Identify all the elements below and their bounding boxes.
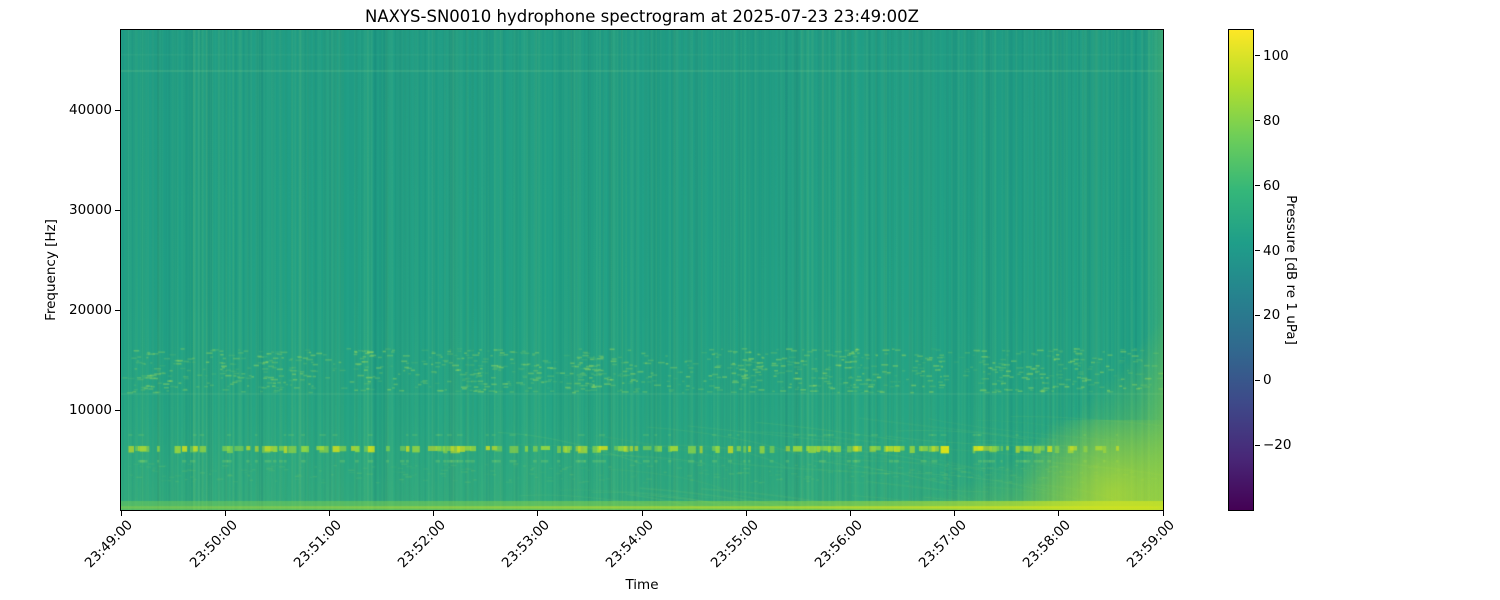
x-axis-tick xyxy=(641,511,643,516)
x-axis-title: Time xyxy=(625,577,659,593)
x-axis-tick-label: 23:51:00 xyxy=(290,517,345,572)
x-axis-tick-label: 23:52:00 xyxy=(394,517,449,572)
x-axis-tick-label: 23:58:00 xyxy=(1019,517,1075,572)
x-axis-tick xyxy=(954,511,956,516)
x-axis-tick xyxy=(537,511,539,516)
x-axis-tick xyxy=(849,511,851,516)
colorbar-tick xyxy=(1255,379,1260,381)
colorbar-tick-label: 80 xyxy=(1263,112,1281,129)
y-axis-tick xyxy=(115,109,120,111)
x-axis-tick-label: 23:53:00 xyxy=(498,517,554,572)
colorbar xyxy=(1228,29,1254,511)
x-axis-tick-label: 23:59:00 xyxy=(1124,517,1179,572)
colorbar-tick xyxy=(1255,185,1260,187)
spectrogram-image xyxy=(121,30,1163,510)
x-axis-tick-label: 23:55:00 xyxy=(707,517,762,572)
colorbar-tick xyxy=(1255,250,1260,252)
colorbar-tick xyxy=(1255,314,1260,316)
x-axis-tick xyxy=(328,511,330,516)
x-axis-tick xyxy=(120,511,122,516)
plot-title: NAXYS-SN0010 hydrophone spectrogram at 2… xyxy=(365,7,919,26)
x-axis-tick xyxy=(1162,511,1164,516)
colorbar-gradient xyxy=(1229,30,1253,510)
x-axis-tick xyxy=(224,511,226,516)
spectrogram-plot xyxy=(120,29,1164,511)
x-axis-tick-label: 23:57:00 xyxy=(915,517,970,572)
x-axis-tick xyxy=(1058,511,1060,516)
colorbar-tick-label: 40 xyxy=(1263,242,1281,259)
y-axis-tick xyxy=(115,209,120,211)
x-axis-tick-label: 23:54:00 xyxy=(603,517,658,572)
colorbar-tick-label: −20 xyxy=(1263,437,1292,454)
colorbar-tick-label: 60 xyxy=(1263,177,1281,194)
y-axis-tick-label: 20000 xyxy=(69,302,112,318)
x-axis-tick xyxy=(433,511,435,516)
y-axis-tick xyxy=(115,409,120,411)
x-axis-tick-label: 23:49:00 xyxy=(82,517,137,572)
colorbar-title: Pressure [dB re 1 uPa] xyxy=(1283,195,1299,345)
y-axis-tick xyxy=(115,309,120,311)
colorbar-tick-label: 100 xyxy=(1263,47,1289,64)
colorbar-tick-label: 20 xyxy=(1263,307,1281,324)
y-axis-tick-label: 30000 xyxy=(69,202,112,218)
colorbar-tick xyxy=(1255,444,1260,446)
x-axis-tick-label: 23:50:00 xyxy=(186,517,241,572)
colorbar-tick xyxy=(1255,120,1260,122)
x-axis-tick xyxy=(745,511,747,516)
colorbar-tick-label: 0 xyxy=(1263,372,1272,389)
y-axis-tick-label: 40000 xyxy=(69,102,112,118)
x-axis-tick-label: 23:56:00 xyxy=(811,517,866,572)
y-axis-tick-label: 10000 xyxy=(69,402,112,418)
colorbar-tick xyxy=(1255,55,1260,57)
